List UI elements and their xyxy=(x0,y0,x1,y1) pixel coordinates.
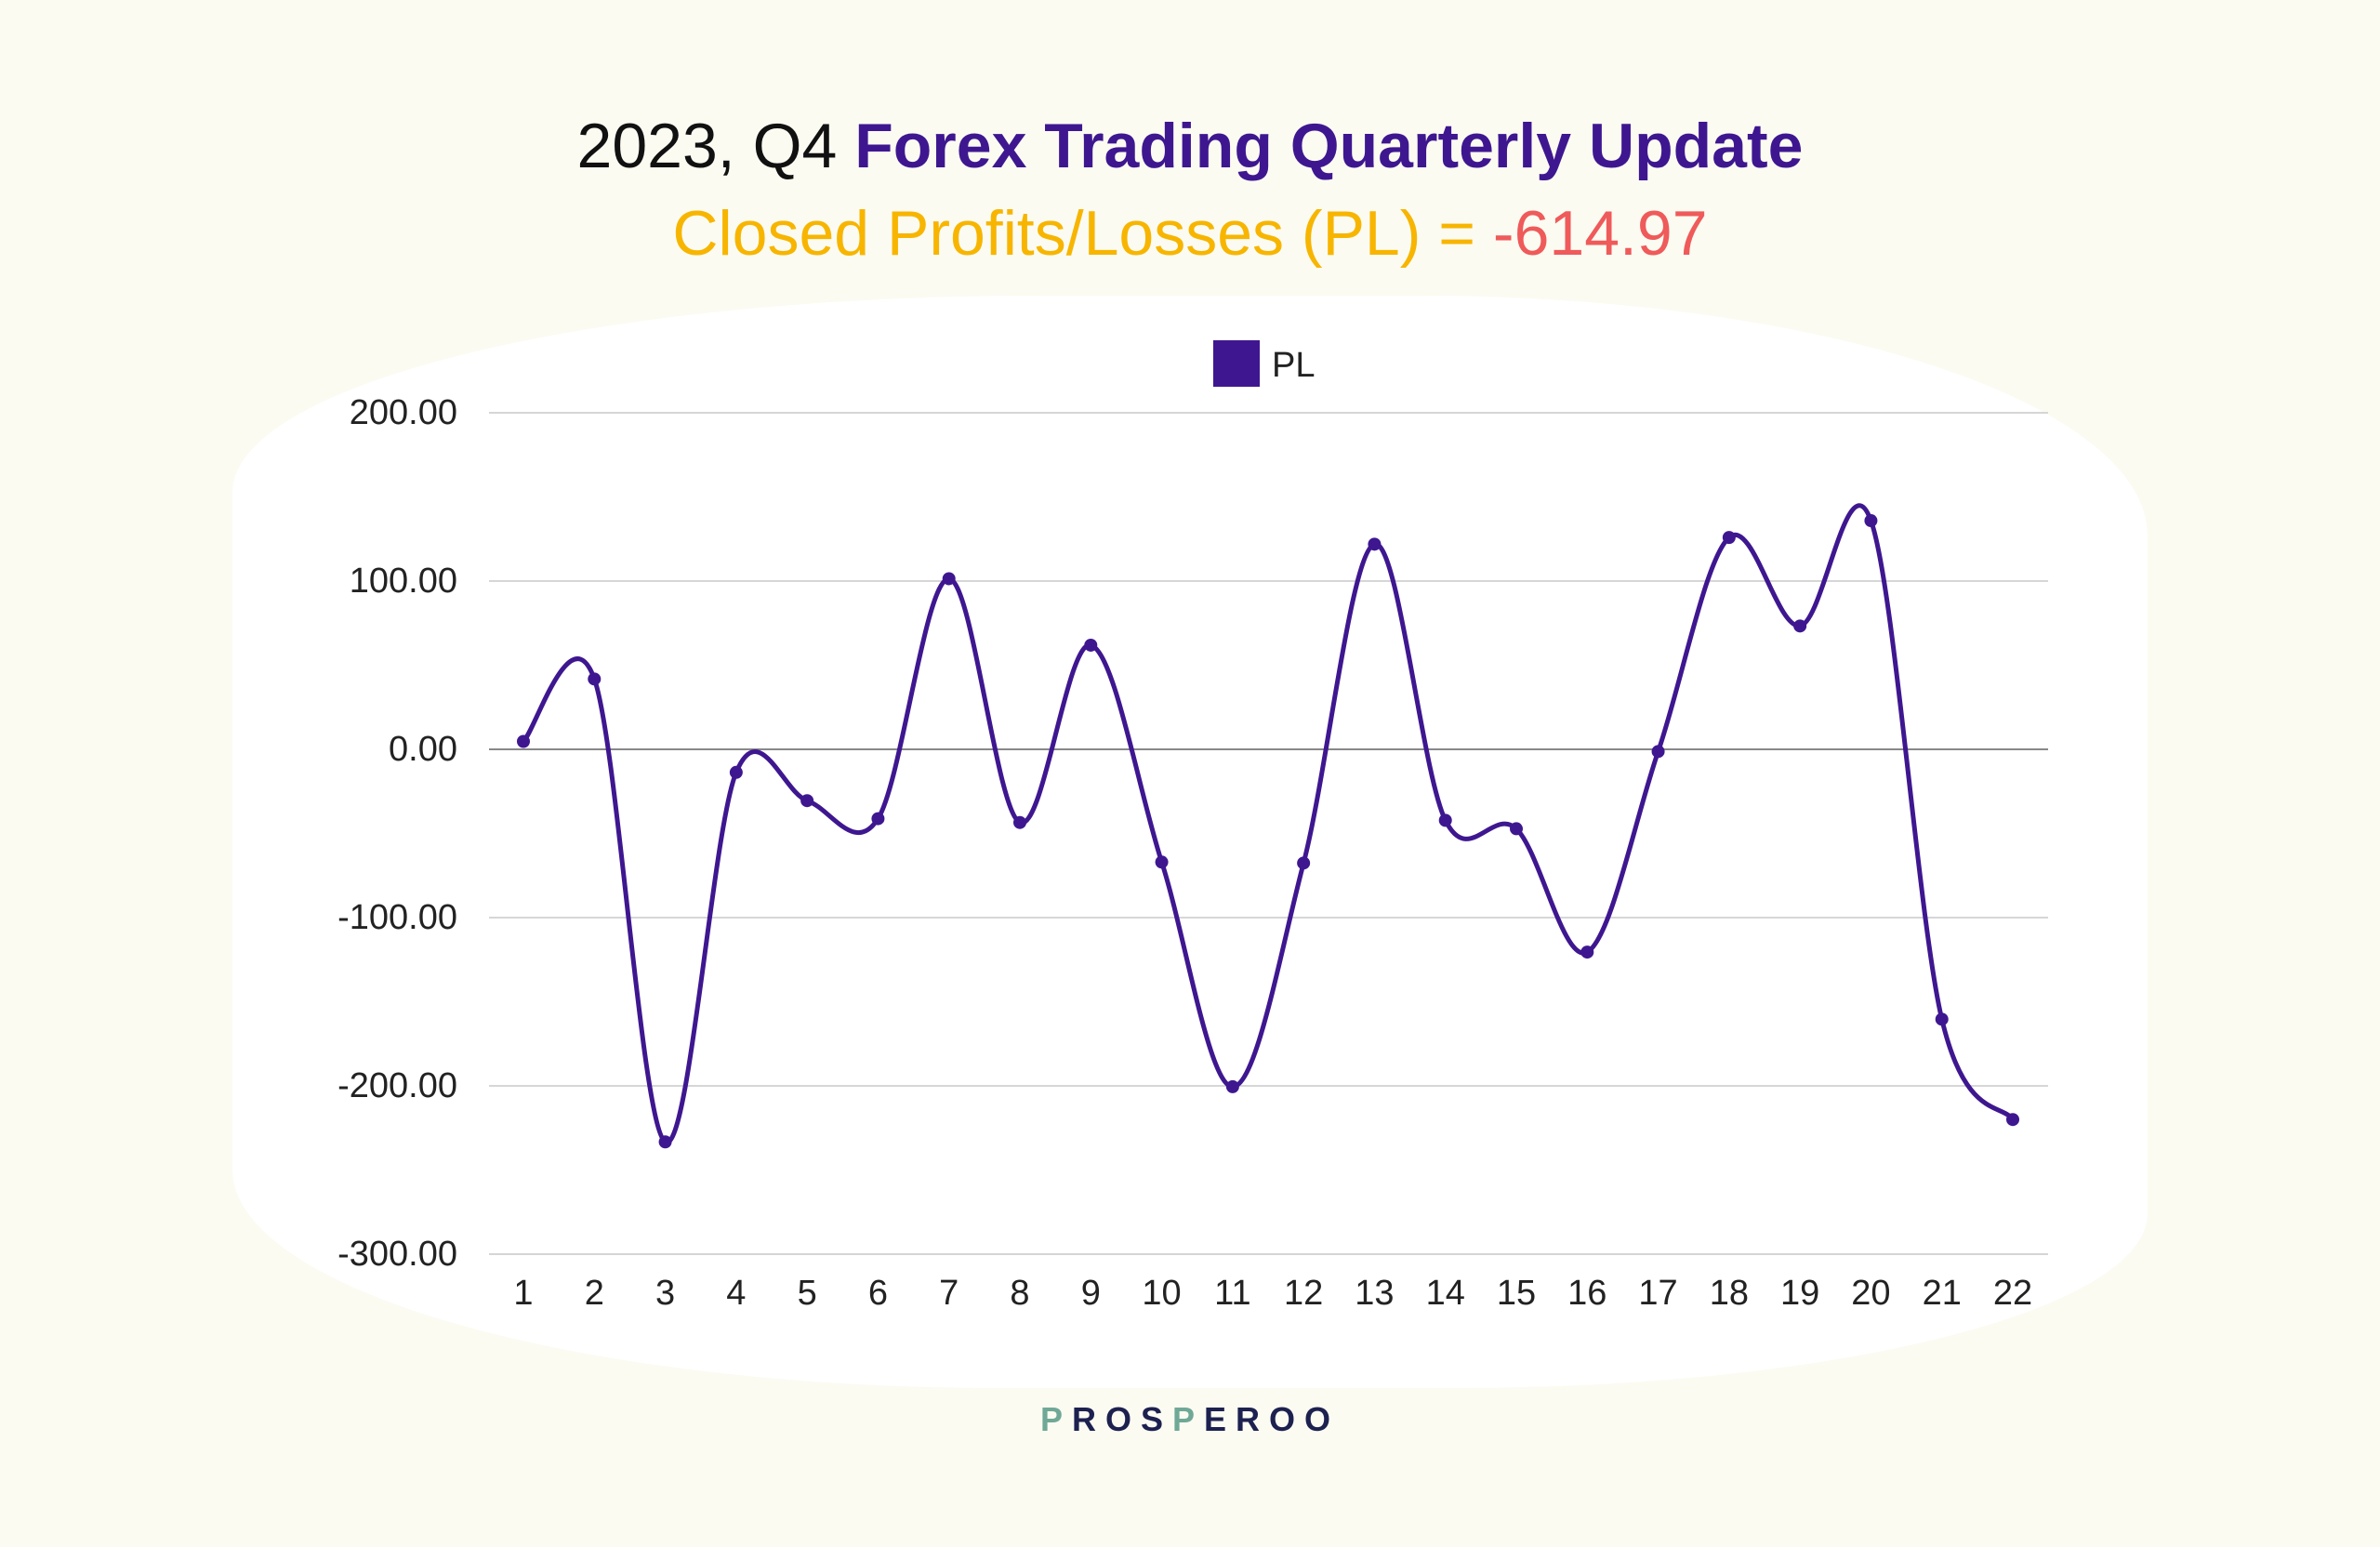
y-tick-label: 100.00 xyxy=(350,562,457,601)
data-point xyxy=(1651,745,1665,759)
data-point xyxy=(1368,537,1382,551)
title-period: 2023, Q4 xyxy=(576,111,838,181)
y-tick-label: 0.00 xyxy=(389,730,457,769)
data-point xyxy=(517,734,530,748)
x-tick-label: 1 xyxy=(513,1274,533,1313)
x-tick-label: 11 xyxy=(1214,1274,1250,1313)
chart-background xyxy=(232,296,2148,1388)
data-point xyxy=(1864,514,1878,528)
x-tick-label: 19 xyxy=(1780,1274,1819,1313)
data-point xyxy=(871,812,885,826)
y-tick-label: -300.00 xyxy=(337,1235,457,1274)
legend-label: PL xyxy=(1272,346,1315,385)
x-tick-label: 15 xyxy=(1497,1274,1536,1313)
data-point xyxy=(1510,822,1523,836)
data-point xyxy=(1225,1079,1239,1093)
data-point xyxy=(800,794,814,808)
chart-title: 2023, Q4 Forex Trading Quarterly Update xyxy=(0,110,2380,182)
y-tick-label: -100.00 xyxy=(337,898,457,937)
data-point xyxy=(1438,813,1452,827)
data-point xyxy=(1297,856,1311,870)
legend-swatch xyxy=(1213,340,1260,387)
data-point xyxy=(1935,1012,1949,1026)
data-point xyxy=(658,1135,672,1149)
title-main: Forex Trading Quarterly Update xyxy=(854,111,1804,181)
y-tick-label: 200.00 xyxy=(350,393,457,432)
prosperoo-logo: PROSPEROO xyxy=(1039,1400,1341,1438)
data-point xyxy=(729,765,743,779)
x-tick-label: 4 xyxy=(726,1274,746,1313)
series-line-pl xyxy=(522,503,2016,1144)
data-point xyxy=(588,672,602,686)
x-tick-label: 20 xyxy=(1851,1274,1890,1313)
x-tick-label: 9 xyxy=(1081,1274,1101,1313)
x-tick-label: 10 xyxy=(1142,1274,1181,1313)
x-tick-label: 17 xyxy=(1638,1274,1677,1313)
x-tick-label: 18 xyxy=(1710,1274,1749,1313)
data-point xyxy=(1722,531,1736,545)
subtitle-total-value: -614.97 xyxy=(1492,198,1708,269)
x-tick-label: 7 xyxy=(939,1274,959,1313)
x-tick-label: 16 xyxy=(1567,1274,1606,1313)
chart-subtitle: Closed Profits/Losses (PL) = -614.97 xyxy=(0,197,2380,270)
x-tick-label: 12 xyxy=(1284,1274,1323,1313)
y-tick-label: -200.00 xyxy=(337,1066,457,1105)
x-tick-label: 8 xyxy=(1010,1274,1029,1313)
data-point xyxy=(1155,855,1169,869)
data-point xyxy=(1084,638,1098,652)
data-point xyxy=(2006,1113,2019,1127)
data-point xyxy=(1580,945,1594,959)
data-point xyxy=(1793,619,1807,633)
x-tick-label: 22 xyxy=(1993,1274,2032,1313)
subtitle-label: Closed Profits/Losses (PL) = xyxy=(672,198,1476,269)
x-tick-label: 3 xyxy=(655,1274,675,1313)
x-tick-label: 6 xyxy=(868,1274,888,1313)
x-tick-label: 14 xyxy=(1426,1274,1465,1313)
data-point xyxy=(942,572,956,586)
data-point xyxy=(1013,815,1026,829)
x-tick-label: 21 xyxy=(1923,1274,1962,1313)
x-tick-label: 13 xyxy=(1355,1274,1394,1313)
x-tick-label: 5 xyxy=(798,1274,817,1313)
x-tick-label: 2 xyxy=(585,1274,604,1313)
